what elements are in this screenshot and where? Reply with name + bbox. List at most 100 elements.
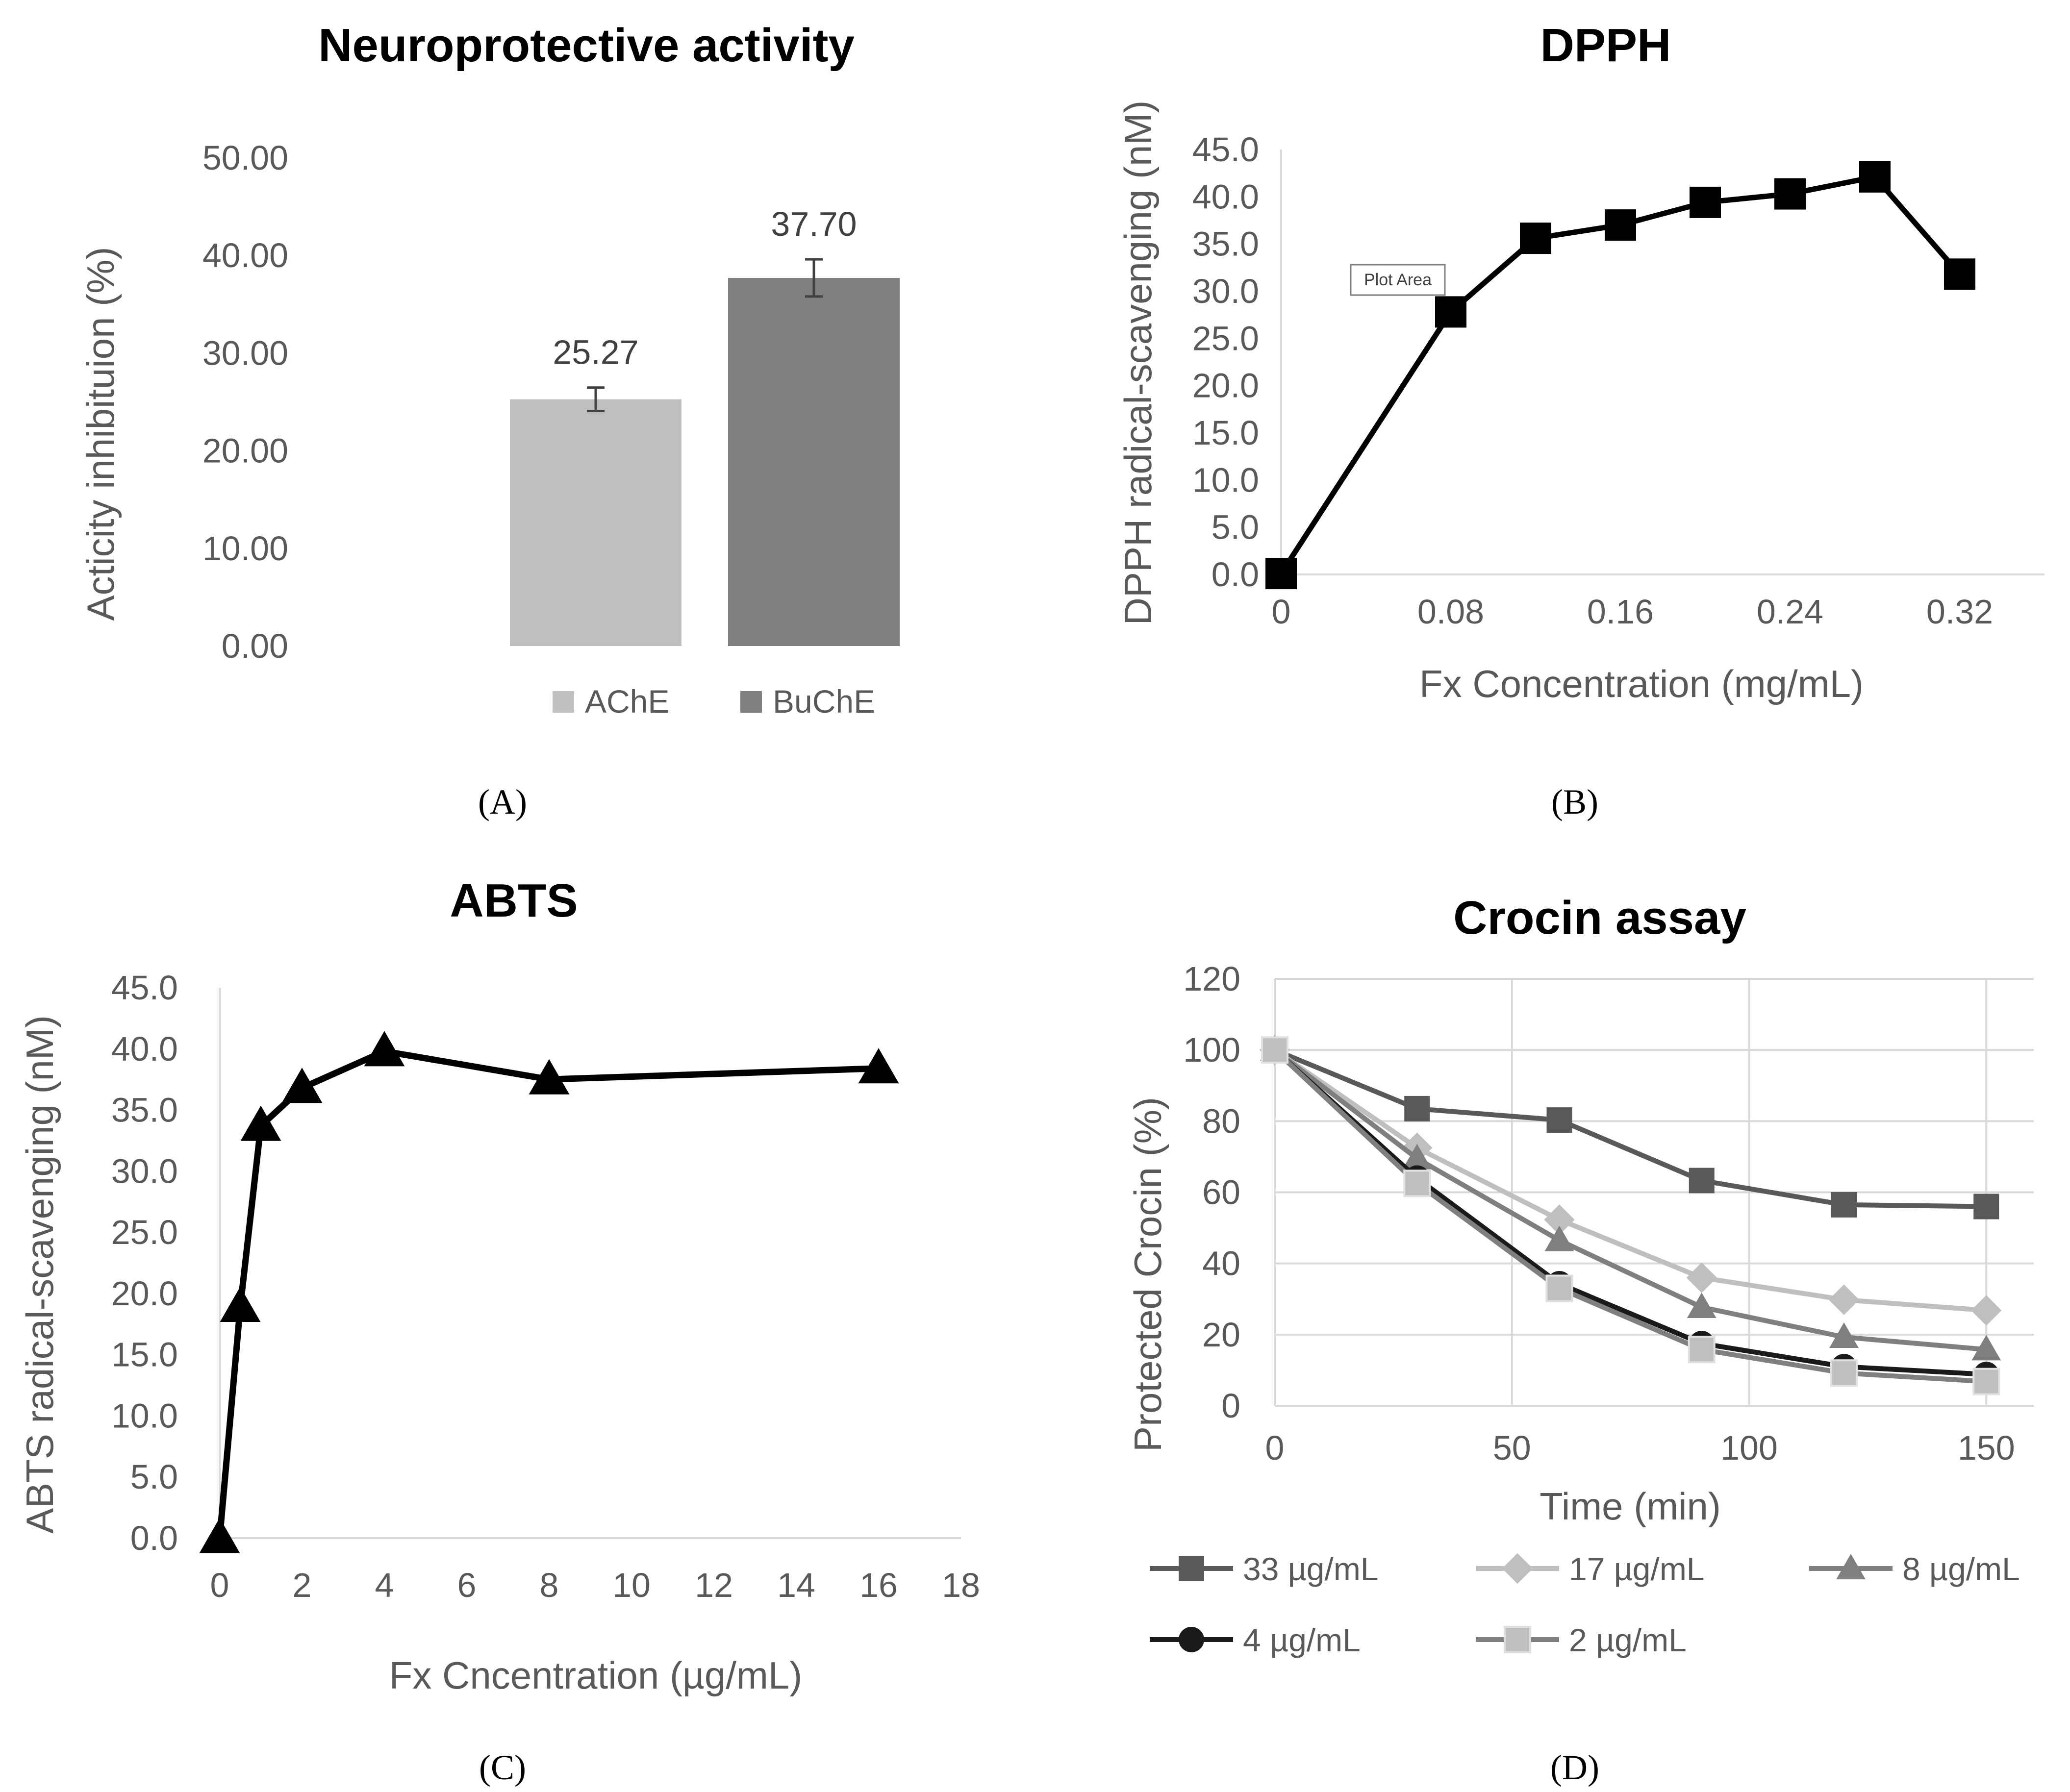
data-point [199,1518,240,1553]
plot-area-tooltip: Plot Area [1350,264,1446,296]
data-point [1265,558,1297,590]
chart-title: Neuroprotective activity [318,19,855,72]
y-tick-label: 20.0 [1192,367,1259,405]
y-tick-label: 15.0 [111,1336,178,1374]
x-tick-label: 0.24 [1757,593,1823,631]
y-tick-label: 45.0 [1192,130,1259,169]
data-point [1831,1192,1857,1218]
chart-neuroprotective-activity: Neuroprotective activity 0.00 10.00 20.00 3… [79,19,900,720]
data-point [1402,1144,1432,1170]
chart-title: Crocin assay [1453,892,1746,944]
legend-marker [1179,1556,1204,1581]
series-line [1274,1047,1987,1209]
y-tick-label: 100 [1183,1031,1240,1069]
data-point [1687,1293,1717,1319]
panel-label-a: (A) [478,782,527,821]
x-axis-title: Fx Cncentration (µg/mL) [389,1654,803,1697]
bars: 25.27 37.70 [510,205,900,646]
series-line [1273,1048,1987,1377]
data-point [1689,1168,1715,1194]
data-point [1544,1225,1574,1251]
y-tick-label: 0 [1221,1387,1240,1425]
y-tick-label: 80 [1202,1102,1240,1140]
y-tick-label: 0.00 [222,627,288,665]
y-tick-label: 25.0 [111,1213,178,1251]
x-tick-label: 6 [457,1566,477,1604]
data-point [1829,1322,1859,1348]
legend-label: BuChE [773,683,875,720]
panel-label-d: (D) [1550,1748,1599,1787]
legend-marker [1502,1553,1533,1584]
data-point [1972,1368,2000,1395]
y-tick-label: 20.0 [111,1274,178,1313]
legend-label: 4 µg/mL [1243,1622,1361,1658]
x-tick-label: 0 [210,1566,229,1604]
y-tick-label: 120 [1183,960,1240,998]
data-point [1830,1359,1858,1387]
data-point [1545,1274,1573,1302]
data-label: 37.70 [771,205,857,243]
y-tick-label: 0.0 [130,1519,178,1557]
x-tick-label: 2 [293,1566,312,1604]
series-line [1273,1048,1987,1313]
series-2 [1260,1035,2001,1361]
y-tick-label: 35.0 [1192,225,1259,263]
y-tick-label: 45.0 [111,969,178,1007]
y-tick-label: 10.0 [111,1396,178,1435]
data-point [1686,1262,1717,1293]
x-axis-title: Time (min) [1540,1485,1721,1528]
y-tick-label: 10.00 [202,529,288,568]
chart-crocin-assay: Crocin assay Protected Crocin (%) Time (… [1126,892,2034,1658]
data-point [1605,209,1636,241]
data-point [858,1048,899,1084]
panel-label-c: (C) [479,1748,526,1787]
x-tick-label: 14 [777,1566,815,1604]
legend-swatch [740,691,762,713]
x-tick-label: 0 [1265,1429,1285,1467]
legend-label: 8 µg/mL [1902,1551,2020,1587]
data-point [281,1068,323,1103]
data-point [240,1105,281,1141]
x-tick-label: 0 [1272,593,1291,631]
axes: 0 0.08 0.16 0.24 0.32 0.0 5.0 10.0 15.0 20.0 25.0 3… [1192,130,2045,631]
data-point [1971,1295,2002,1326]
x-tick-label: 4 [375,1566,394,1604]
data-point [1774,178,1806,210]
chart-title: ABTS [450,874,578,927]
tooltip-box [1350,264,1446,296]
data-point [1403,1170,1431,1197]
y-tick-label: 40.00 [202,236,288,274]
series-line [1273,1048,1987,1384]
chart-dpph: DPPH DPPH radical-scavenging (nM) Fx Con… [1116,19,2045,705]
legend-label: 2 µg/mL [1569,1622,1687,1658]
panel-label-b: (B) [1551,782,1598,821]
data-point [1520,223,1551,254]
y-axis-title: Acticity inhibituion (%) [79,247,122,621]
legend-label: AChE [585,683,669,720]
x-tick-label: 0.16 [1587,593,1654,631]
y-tick-label: 20.00 [202,432,288,470]
y-axis-title: Protected Crocin (%) [1126,1097,1169,1452]
data-point [364,1031,405,1067]
y-tick-label: 20 [1202,1316,1240,1354]
data-point [1944,258,1975,290]
x-tick-label: 10 [612,1566,651,1604]
legend-marker [1504,1626,1531,1653]
x-tick-label: 18 [942,1566,980,1604]
y-tick-label: 30.00 [202,334,288,372]
legend-label: 33 µg/mL [1243,1551,1379,1587]
x-tick-label: 50 [1493,1429,1531,1467]
legend-swatch [553,691,574,713]
y-tick-labels: 0.00 10.00 20.00 30.00 40.00 50.00 [202,139,288,665]
plot-area [199,1031,899,1553]
data-point [1544,1204,1575,1235]
y-tick-label: 60 [1202,1173,1240,1212]
data-point [1859,161,1891,193]
x-tick-label: 100 [1720,1429,1778,1467]
chart-title: DPPH [1540,19,1671,72]
x-tick-label: 0.32 [1926,593,1993,631]
chart-abts: ABTS ABTS radical-scavenging (nM) Fx Cnc… [18,874,980,1697]
bar-buche [728,278,900,646]
x-tick-label: 150 [1958,1429,2015,1467]
